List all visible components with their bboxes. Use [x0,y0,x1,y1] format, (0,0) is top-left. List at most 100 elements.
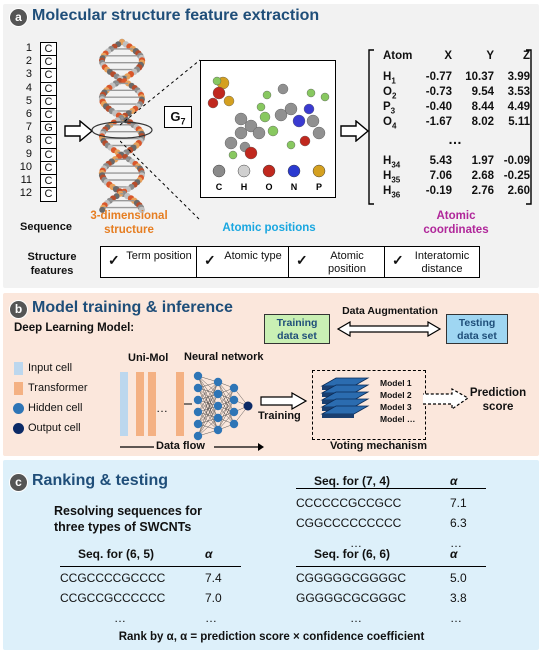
hidden-node [213,425,223,435]
table-rule [296,488,486,490]
dna-helix-structure [91,38,153,214]
dl-model-label: Deep Learning Model: [14,322,135,334]
seq-cell: CCGCCGCCCCCC [60,591,166,605]
alpha-header: α [450,474,458,488]
unimol-label: Uni-Mol [128,352,169,364]
feature-label: Interatomic distance [414,250,470,275]
coord-z: 2.60 [507,185,530,197]
coord-x: -0.73 [425,86,452,98]
table-rule [60,566,241,568]
element-label: O [265,182,272,192]
panel-c [3,460,539,650]
coord-atom: P3 [383,101,396,116]
alpha-cell: … [450,611,462,625]
hidden-node [213,413,223,423]
sequence-index: 6 [25,108,32,120]
features-table [100,246,480,278]
alpha-cell: … [450,536,462,550]
resolving-text: Resolving sequences for three types of S… [54,504,202,534]
hidden-node [193,383,203,393]
check-icon: ✓ [296,252,308,268]
hidden-node [193,395,203,405]
feature-label: Atomic type [224,250,282,262]
arrow-right-icon [340,120,370,142]
hidden-node [229,395,239,405]
network-diagram [120,371,253,441]
hidden-node [229,383,239,393]
transformer-layer [136,372,144,436]
hidden-node [213,377,223,387]
g7-label: G7 [170,109,186,127]
check-icon: ✓ [108,252,120,268]
sequence-index: 9 [25,147,32,160]
seq-table-header: Seq. for (7, 4) [314,474,391,488]
seq-cell: GGGGGCGCGGGC [296,591,407,605]
input-layer [120,372,128,436]
seq-cell: CCCCCCGCCGCC [296,496,402,510]
alpha-cell: 3.8 [450,591,467,605]
feature-divider [288,246,290,277]
hidden-node [213,389,223,399]
rank-footer: Rank by α, α = prediction score × confid… [118,631,425,643]
seq-table-header: Seq. for (6, 5) [78,547,155,561]
training-data-set-box: Training data set [264,314,330,344]
alpha-cell: … [205,611,217,625]
training-data-set-label: Training data set [276,317,318,342]
feature-divider [196,246,198,277]
model-label: Model 1 [380,378,412,388]
seq-cell: CGGGGGCGGGGC [296,571,407,585]
coord-y: 10.37 [465,71,494,83]
model-label: Model 2 [380,390,412,400]
coord-y: 1.97 [471,155,494,167]
coordinate-bracket [368,49,532,205]
coord-y: 2.76 [471,185,494,197]
coord-header: Y [486,50,494,62]
training-arrow-icon [260,392,308,410]
model-stack-icon [320,377,370,418]
coord-x: 5.43 [429,155,452,167]
coord-x: -0.40 [425,101,452,113]
testing-data-set-label: Testing data set [457,317,497,342]
g7-label-box: G7 [164,106,192,128]
hidden-node [193,407,203,417]
data-flow-label: Data flow [156,440,205,452]
seq-cell: CCGCCCCGCCCC [60,571,166,585]
transformer-layer [148,372,156,436]
sequence-index: 10 [19,160,32,173]
training-label: Training [258,410,301,422]
element-label: C [216,182,223,192]
coord-x: -0.77 [425,71,452,83]
label-3d-structure: 3-dimensional structure [90,210,168,236]
sequence-index: 3 [25,68,32,81]
coord-y: 2.68 [471,170,494,182]
coord-z: 5.11 [508,116,530,128]
feature-label: Term position [126,250,192,262]
seq-table-header: Seq. for (6, 6) [314,547,391,561]
sequence-index: 8 [25,134,32,147]
panel-c-badge: c [9,473,28,492]
coord-z: -0.25 [503,170,530,182]
feature-label: Atomic position [328,250,366,275]
coord-y: 9.54 [471,86,494,98]
double-arrow-icon [336,321,442,337]
transformer-layer [176,372,184,436]
label-atomic-coordinates: Atomic coordinates [423,210,489,236]
coord-ellipsis: … [448,131,462,147]
coord-atom: H36 [383,185,401,200]
sequence-index: 12 [19,187,32,200]
label-atomic-positions: Atomic positions [222,222,316,234]
coord-z: 3.53 [507,86,530,98]
sequence-index: 11 [20,174,32,186]
sequence-index: 1 [25,42,32,54]
panel-c-title: Ranking & testing [32,472,169,489]
output-node [243,401,253,411]
transformer-dots: … [156,401,168,415]
coord-atom: H34 [383,155,401,170]
coord-header: Atom [383,50,413,62]
coord-x: 7.06 [429,170,452,182]
legend-swatch [13,403,24,414]
coord-z: 4.49 [507,101,530,113]
coord-header: X [444,50,452,62]
legend-label: Input cell [28,362,73,374]
